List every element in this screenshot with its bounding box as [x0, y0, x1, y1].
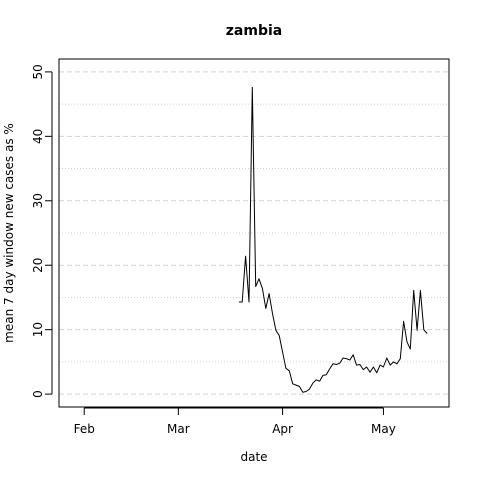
y-tick-label: 20 — [31, 258, 45, 273]
y-tick-label: 0 — [31, 390, 45, 398]
series-line-zambia — [238, 86, 428, 393]
y-tick-label: 40 — [31, 129, 45, 144]
series-layer — [238, 86, 428, 393]
x-axis: Feb Mar Apr May — [74, 407, 396, 436]
chart-title: zambia — [226, 23, 282, 39]
x-tick-label: May — [371, 422, 396, 436]
y-tick-label: 30 — [31, 193, 45, 208]
y-axis-title: mean 7 day window new cases as % — [2, 123, 16, 343]
x-axis-title: date — [240, 450, 267, 464]
x-tick-label: Mar — [167, 422, 190, 436]
plot-frame — [58, 58, 450, 408]
y-axis: 0 10 20 30 40 50 — [31, 64, 53, 398]
x-tick-label: Apr — [272, 422, 293, 436]
y-tick-label: 10 — [31, 322, 45, 337]
x-tick-label: Feb — [74, 422, 95, 436]
y-tick-label: 50 — [31, 64, 45, 79]
